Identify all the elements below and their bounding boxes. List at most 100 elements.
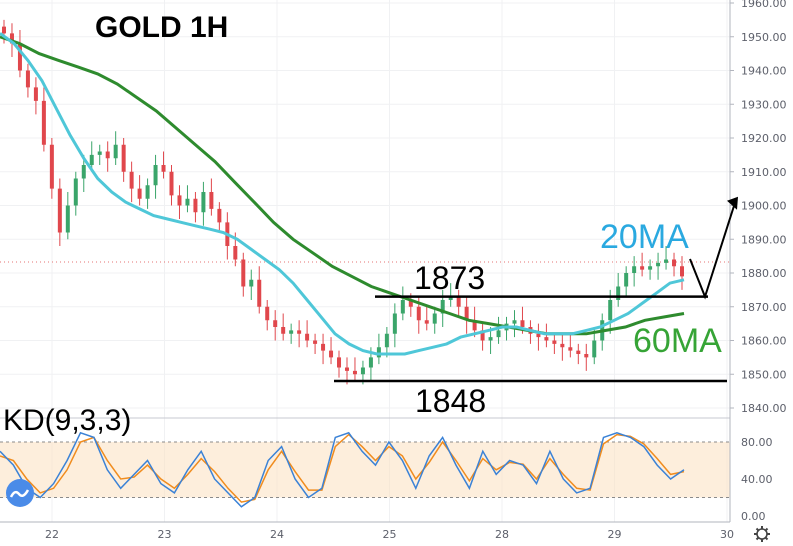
candle-body [384,333,389,348]
candle-body [321,343,326,351]
candle-body [360,367,365,375]
candle-body [41,100,46,145]
candle-body [9,33,14,44]
candle-body [65,205,70,233]
ma60-label: 60MA [633,322,722,360]
target-arrowhead [727,196,738,210]
candle-body [137,188,142,199]
candle-body [560,343,565,348]
candle-body [456,296,461,307]
kd-label: KD(9,3,3) [3,404,131,437]
candle-body [408,300,413,307]
candle-body [297,330,302,334]
kd-axis[interactable]: 80.00 40.00 0.00 [741,436,773,523]
candle-body [113,144,118,159]
candle-body [265,306,270,321]
candle-body [281,327,286,334]
candle-body [25,70,30,88]
kd-tick-label: 0.00 [741,510,766,523]
candle-body [121,144,126,172]
candle-body [592,340,597,358]
candle-body [89,154,94,165]
price-tick-label: 1870.00 [741,301,787,314]
candle-body [185,198,190,206]
time-tick-label: 29 [608,528,622,541]
candle-body [97,151,102,155]
candle-body [496,330,501,338]
candle-body [233,246,238,260]
candle-body [33,87,38,101]
candle-body [416,306,421,321]
candle-body [153,165,158,186]
price-tick-label: 1850.00 [741,368,787,381]
candle-body [105,151,110,159]
kd-tick-label: 40.00 [741,473,773,486]
price-tick-label: 1950.00 [741,31,787,44]
kd-k-line [0,431,685,508]
candle-body [648,266,653,270]
price-tick-label: 1940.00 [741,65,787,78]
candle-body [656,262,661,267]
candle-body [313,340,318,344]
candle-body [640,266,645,270]
kd-tick-label: 80.00 [741,436,773,449]
candle-body [2,26,6,34]
support-label: 1848 [415,383,486,419]
candle-body [241,259,246,287]
price-tick-label: 1960.00 [741,0,787,10]
candle-body [664,259,669,263]
time-tick-label: 25 [383,528,397,541]
candle-body [368,357,373,368]
candle-body [672,259,677,267]
time-tick-label: 30 [720,528,734,541]
candle-body [249,279,254,287]
kd-d-line [0,433,685,503]
candle-body [680,266,684,277]
candle-body [273,320,278,327]
candle-body [177,195,182,206]
gear-icon[interactable] [754,526,770,542]
candle-body [145,185,150,199]
ma20-line [0,32,685,356]
price-tick-label: 1860.00 [741,335,787,348]
candle-body [392,313,397,334]
candle-body [193,198,198,213]
resistance-label: 1873 [414,260,485,296]
candle-body [520,320,525,327]
candle-body [217,208,222,223]
candle-body [616,286,621,300]
candle-body [472,320,477,331]
price-axis[interactable]: 1960.00 1950.00 1940.00 1930.00 1920.00 1910.… [730,0,787,415]
candle-body [576,350,581,354]
time-tick-label: 23 [158,528,172,541]
candle-body [257,279,262,307]
candle-body [81,165,86,179]
grid [0,0,730,522]
time-tick-label: 28 [495,528,509,541]
candle-body [201,192,206,213]
chart-title: GOLD 1H [95,11,228,44]
candle-body [488,337,493,341]
candle-body [49,144,54,189]
candle-body [464,306,469,321]
candle-body [289,330,294,334]
candle-body [536,333,541,338]
candle-body [209,192,214,209]
price-tick-label: 1930.00 [741,98,787,111]
candle-body [552,340,557,344]
candle-body [329,350,334,358]
candle-body [305,333,310,341]
time-axis[interactable]: 22 23 24 25 28 29 30 [45,528,734,541]
candle-body [352,370,357,375]
candle-body [129,171,134,189]
candle-body [161,165,166,172]
price-tick-label: 1840.00 [741,402,787,415]
candle-body [169,171,174,196]
price-tick-label: 1890.00 [741,233,787,246]
candle-body [448,296,453,300]
price-tick-label: 1920.00 [741,132,787,145]
price-tick-label: 1880.00 [741,267,787,280]
tradingview-logo-icon[interactable] [6,479,34,507]
candle-body [544,337,549,341]
